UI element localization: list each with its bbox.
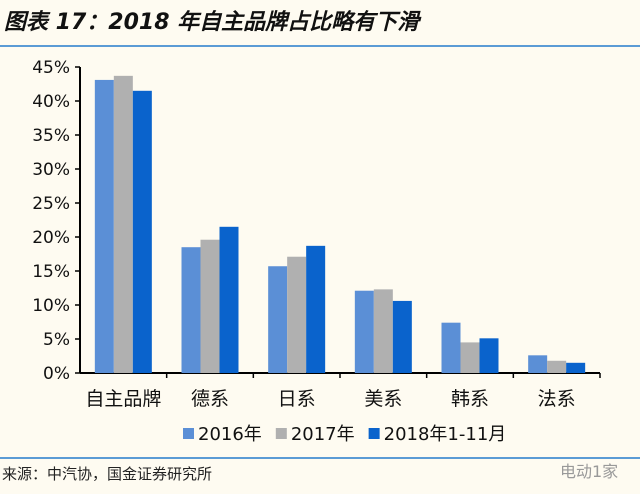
x-tick-label: 美系 [364,388,402,410]
y-tick-label: 15% [32,262,70,282]
y-tick-label: 45% [32,58,70,78]
y-tick-label: 5% [43,330,70,350]
bar-法系-2016年 [528,355,548,373]
x-tick-label: 韩系 [451,388,489,410]
bar-美系-2016年 [354,290,374,373]
bar-美系-2017年 [373,289,393,373]
bar-法系-2017年 [547,360,567,373]
bar-韩系-2016年 [441,322,461,373]
y-tick-label: 25% [32,194,70,214]
y-tick-label: 0% [43,364,70,384]
legend-label: 2017年 [291,424,355,445]
bar-德系-2018年1-11月 [219,226,239,373]
x-tick-label: 自主品牌 [85,388,161,410]
bar-德系-2017年 [200,239,220,373]
watermark: 电动1家 [560,462,619,481]
legend-label: 2018年1-11月 [384,424,507,445]
footer-divider [0,457,640,459]
legend-swatch [368,428,380,439]
y-tick-label: 20% [32,228,70,248]
chart-title: 图表 17：2018 年自主品牌占比略有下滑 [4,10,420,35]
bar-韩系-2018年1-11月 [479,338,499,373]
legend-swatch [183,428,194,439]
bar-德系-2016年 [181,247,201,373]
bar-韩系-2017年 [460,342,480,373]
source-note: 来源：中汽协，国金证券研究所 [2,465,213,483]
y-tick-label: 30% [32,160,70,180]
x-tick-label: 法系 [538,388,576,410]
bar-自主品牌-2016年 [94,79,114,374]
legend-swatch [275,428,287,439]
bar-自主品牌-2018年1-11月 [132,90,152,374]
bar-法系-2018年1-11月 [566,362,586,373]
bar-自主品牌-2017年 [113,75,133,373]
bar-美系-2018年1-11月 [392,300,412,373]
bar-日系-2016年 [268,266,288,373]
title-divider [0,45,640,47]
y-tick-label: 40% [32,92,70,112]
y-tick-label: 10% [32,296,70,316]
bar-日系-2017年 [287,256,307,373]
bar-日系-2018年1-11月 [306,245,326,373]
legend-label: 2016年 [198,424,262,445]
y-tick-label: 35% [32,126,70,146]
x-tick-label: 日系 [278,388,316,410]
x-tick-label: 德系 [191,388,229,410]
